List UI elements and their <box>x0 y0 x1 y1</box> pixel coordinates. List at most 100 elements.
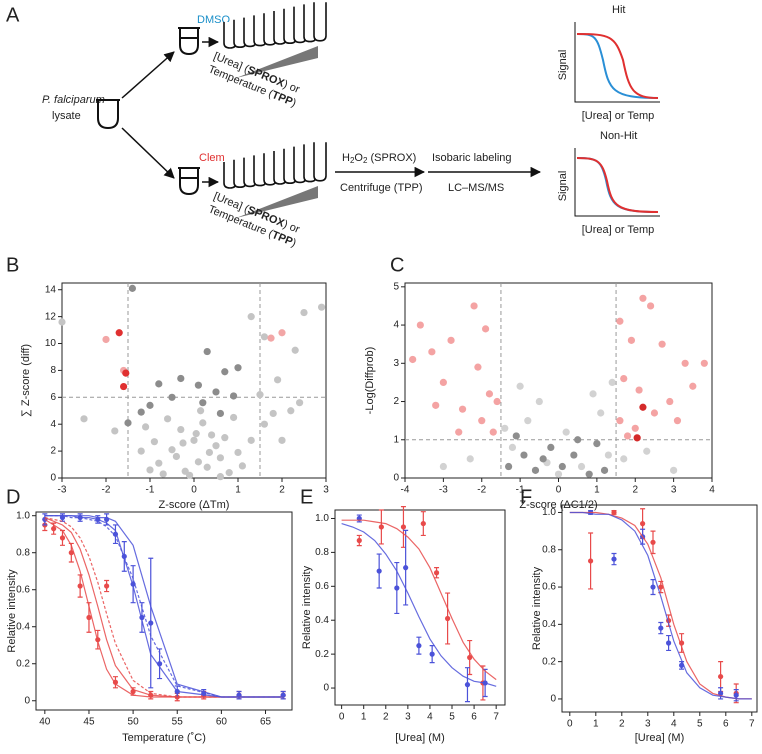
point <box>104 583 110 589</box>
y-tick-label: 0 <box>24 695 30 706</box>
y-tick-label: 0 <box>323 683 329 694</box>
point <box>77 583 83 589</box>
x-tick-label: 2 <box>619 719 625 730</box>
point <box>535 397 543 406</box>
point <box>212 388 220 396</box>
point <box>291 346 299 354</box>
point <box>199 419 207 427</box>
arrow <box>121 127 175 179</box>
point <box>274 376 282 384</box>
point <box>520 451 528 459</box>
point <box>493 397 501 406</box>
fit-curve <box>341 523 497 687</box>
point <box>155 459 163 467</box>
y-tick-label: 5 <box>393 281 399 292</box>
x-tick-label: 5 <box>697 719 703 730</box>
point <box>287 407 295 415</box>
point <box>168 393 176 401</box>
panel-letter: E <box>300 486 313 508</box>
x-tick-label: 0 <box>567 719 573 730</box>
point <box>122 369 130 377</box>
y-tick-label: 1.0 <box>542 507 556 518</box>
point <box>155 380 163 388</box>
point <box>639 294 647 302</box>
fit-curve <box>44 517 284 698</box>
point <box>199 399 207 407</box>
point <box>208 431 216 439</box>
point <box>177 425 185 434</box>
x-tick-label: 1 <box>361 712 367 723</box>
point <box>409 355 417 364</box>
step1-bottom: Centrifuge (TPP) <box>340 182 423 194</box>
x-tick-label: 5 <box>449 712 455 723</box>
text: ) or <box>282 79 302 96</box>
point <box>439 378 447 387</box>
x-tick-label: 0 <box>191 485 197 496</box>
point <box>137 408 145 416</box>
y-axis-label: Relative intensity <box>301 565 313 649</box>
lysate-label: lysate <box>52 110 81 122</box>
point <box>650 409 659 417</box>
point <box>635 386 643 394</box>
plot-frame <box>35 511 293 711</box>
point <box>600 466 609 474</box>
gradient-wedge <box>236 46 318 78</box>
fit-curve <box>44 517 284 698</box>
point <box>658 340 666 348</box>
clem-tube <box>178 167 200 196</box>
point <box>120 382 128 391</box>
x-tick-label: 0 <box>556 485 562 496</box>
plot-frame <box>561 504 758 713</box>
fit-curve <box>44 518 284 698</box>
x-tick-label: 4 <box>671 719 677 730</box>
point <box>378 524 384 530</box>
point <box>172 452 180 461</box>
x-tick-label: -2 <box>102 485 111 496</box>
point <box>588 558 594 564</box>
x-tick-label: 1 <box>235 485 241 496</box>
point <box>616 417 624 425</box>
plot-frame <box>61 282 327 479</box>
point <box>505 462 513 471</box>
x-tick-label: 3 <box>645 719 651 730</box>
non-hit-label: Non-Hit <box>600 130 637 142</box>
point <box>190 436 198 444</box>
x-tick-label: -3 <box>58 485 67 496</box>
y-tick-label: 0.8 <box>542 544 556 555</box>
point <box>260 333 268 341</box>
point <box>650 539 656 545</box>
point <box>512 432 520 440</box>
mini-x-label: [Urea] or Temp <box>582 110 655 122</box>
y-tick-label: 3 <box>393 358 399 369</box>
point <box>689 382 697 390</box>
point <box>221 368 229 376</box>
y-tick-label: 0.8 <box>16 547 30 558</box>
x-tick-label: 45 <box>83 717 95 728</box>
point <box>376 568 382 574</box>
text: ) <box>290 237 298 250</box>
y-tick-label: 0 <box>393 473 399 484</box>
point <box>260 420 268 428</box>
point <box>394 585 400 591</box>
point <box>318 303 326 311</box>
y-axis-label: Relative intensity <box>6 569 18 653</box>
point <box>115 329 123 337</box>
point <box>142 423 150 431</box>
point <box>539 455 547 463</box>
panel-letter: F <box>520 486 532 508</box>
x-tick-label: 40 <box>39 717 51 728</box>
point <box>80 415 88 423</box>
point <box>666 397 674 406</box>
mini-axes <box>574 148 660 217</box>
x-tick-label: 3 <box>405 712 411 723</box>
point <box>205 448 213 457</box>
text: ) or <box>282 219 302 236</box>
y-tick-label: 4 <box>393 320 399 331</box>
point <box>51 526 57 532</box>
x-tick-label: 60 <box>216 717 228 728</box>
x-tick-label: 2 <box>383 712 389 723</box>
y-tick-label: 0.2 <box>542 656 556 667</box>
y-axis-label: ∑ Z-score (diff) <box>20 344 32 417</box>
fit-curve <box>44 515 284 698</box>
y-tick-label: 0.4 <box>542 619 556 630</box>
